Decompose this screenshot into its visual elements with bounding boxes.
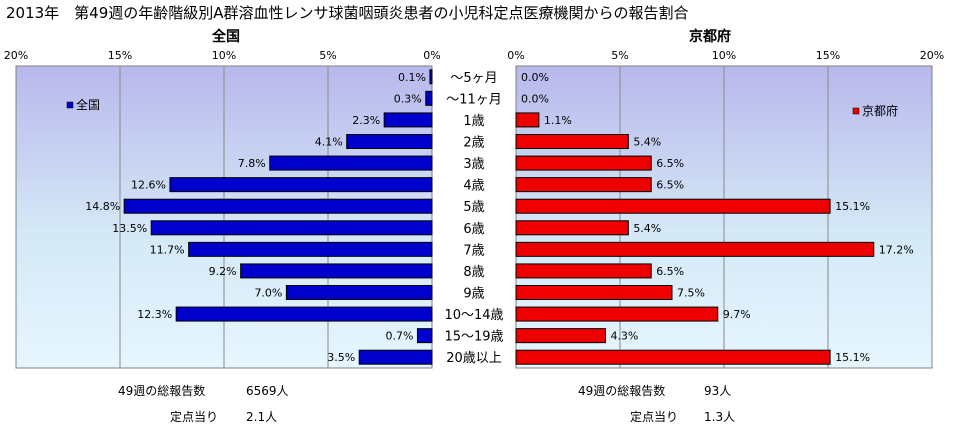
right-tick-label: 15% [816,49,840,62]
kyoto-bar [515,112,540,128]
national-data-label: 0.7% [385,330,413,343]
kyoto-data-label: 6.5% [656,179,684,192]
category-label: 8歳 [463,265,484,280]
national-bar [269,155,433,171]
national-bar [188,241,433,257]
right-tick-label: 5% [611,49,628,62]
kyoto-bar [515,177,652,193]
national-per-label: 定点当り [170,410,219,424]
kyoto-data-label: 5.4% [633,136,661,149]
national-bar [169,177,433,193]
kyoto-bar [515,349,831,365]
kyoto-bar [515,241,875,257]
national-data-label: 3.5% [327,351,355,364]
category-label: 9歳 [463,287,484,302]
kyoto-data-label: 0.0% [521,92,549,105]
kyoto-bar [515,328,606,344]
kyoto-data-label: 7.5% [677,287,705,300]
national-data-label: 11.7% [150,243,185,256]
kyoto-data-label: 15.1% [835,351,870,364]
kyoto-bar [515,220,629,236]
national-bar [416,328,433,344]
kyoto-legend-swatch [852,107,860,115]
left-tick-label: 20% [4,49,28,62]
left-tick-label: 5% [319,49,336,62]
category-label: 5歳 [463,200,484,215]
kyoto-bar [515,306,719,322]
left-tick-label: 10% [212,49,236,62]
kyoto-data-label: 0.0% [521,71,549,84]
national-bar [425,90,433,106]
national-bar [429,69,433,85]
national-data-label: 4.1% [315,136,343,149]
national-data-label: 2.3% [352,114,380,127]
national-legend-label: 全国 [76,97,100,112]
national-data-label: 13.5% [112,222,147,235]
category-label: 15～19歳 [444,330,503,345]
kyoto-per-value: 1.3人 [704,410,736,424]
category-label: 7歳 [463,243,484,258]
kyoto-data-label: 15.1% [835,200,870,213]
left-panel-title: 全国 [211,28,240,45]
kyoto-total-label: 49週の総報告数 [578,384,666,398]
kyoto-total-value: 93人 [704,384,732,398]
national-data-label: 7.8% [238,157,266,170]
kyoto-bar [515,285,673,300]
category-label: ～5ヶ月 [450,71,497,86]
national-bar [175,306,433,322]
national-bar [346,134,433,149]
national-bar [383,112,433,128]
category-label: ～11ヶ月 [446,92,502,107]
right-tick-label: 10% [712,49,736,62]
left-tick-label: 15% [108,49,132,62]
category-label: 4歳 [463,179,484,194]
national-data-label: 0.1% [398,71,426,84]
kyoto-legend-label: 京都府 [862,103,898,118]
kyoto-data-label: 17.2% [879,243,914,256]
national-bar [240,263,433,279]
national-bar [123,198,433,214]
kyoto-bar [515,134,629,149]
kyoto-per-label: 定点当り [630,410,679,424]
kyoto-data-label: 4.3% [610,330,638,343]
category-label: 2歳 [463,136,484,151]
right-tick-label: 0% [507,49,524,62]
national-data-label: 12.6% [131,179,166,192]
national-data-label: 0.3% [394,92,422,105]
left-tick-label: 0% [423,49,440,62]
national-bar [285,285,433,300]
national-data-label: 9.2% [209,265,237,278]
kyoto-bar [515,155,652,171]
national-bar [358,349,433,365]
national-legend-swatch [66,101,74,109]
kyoto-data-label: 9.7% [723,308,751,321]
kyoto-bar [515,263,652,279]
category-label: 6歳 [463,222,484,237]
category-label: 1歳 [463,114,484,129]
national-data-label: 12.3% [137,308,172,321]
right-tick-label: 20% [920,49,944,62]
kyoto-data-label: 1.1% [544,114,572,127]
kyoto-data-label: 6.5% [656,157,684,170]
right-panel-title: 京都府 [689,28,731,45]
kyoto-bar [515,198,831,214]
kyoto-data-label: 5.4% [633,222,661,235]
kyoto-data-label: 6.5% [656,265,684,278]
category-label: 20歳以上 [446,351,502,366]
chart-title: 2013年 第49週の年齢階級別A群溶血性レンサ球菌咽頭炎患者の小児科定点医療機… [6,4,689,22]
national-total-value: 6569人 [246,384,289,398]
category-label: 10～14歳 [444,308,503,323]
category-label: 3歳 [463,157,484,172]
national-data-label: 14.8% [85,200,120,213]
national-data-label: 7.0% [254,287,282,300]
national-per-value: 2.1人 [246,410,278,424]
national-bar [150,220,433,236]
national-total-label: 49週の総報告数 [118,384,206,398]
